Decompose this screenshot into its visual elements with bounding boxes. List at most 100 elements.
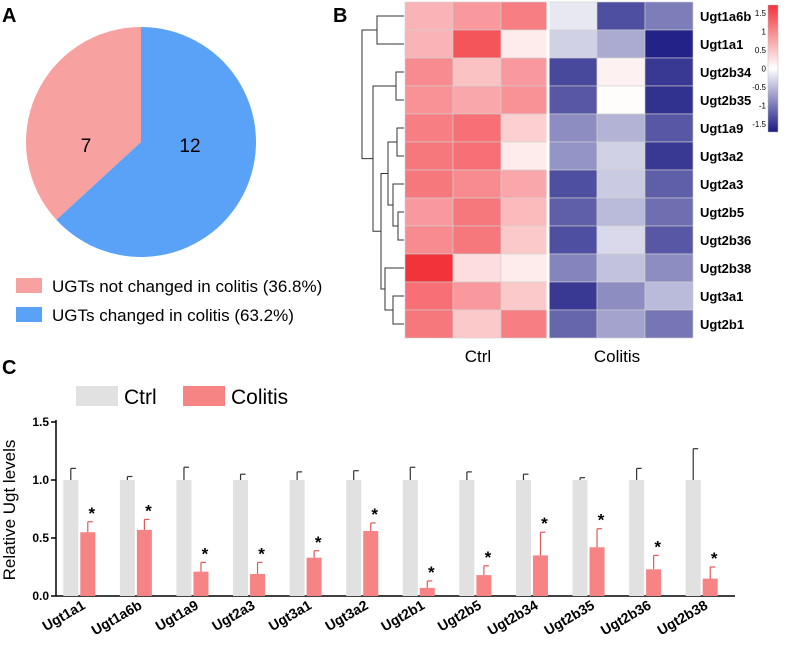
heatmap-cell bbox=[452, 141, 502, 171]
heatmap-cell bbox=[548, 85, 598, 115]
group-label-ctrl: Ctrl bbox=[465, 347, 491, 366]
colorbar: 1.5 1 0.5 0 -0.5 -1 -1.5 bbox=[752, 4, 779, 133]
heatmap-cell bbox=[644, 1, 694, 31]
heatmap-cell bbox=[404, 253, 454, 283]
significance-star: * bbox=[202, 544, 209, 563]
heatmap-cell bbox=[548, 113, 598, 143]
heatmap-cell bbox=[596, 113, 646, 143]
x-tick-label: Ugt3a1 bbox=[266, 597, 315, 634]
significance-star: * bbox=[598, 511, 605, 530]
heatmap-cell bbox=[404, 225, 454, 255]
heatmap-cell bbox=[548, 225, 598, 255]
panel-c: C Ctrl Colitis Relative Ugt levels 0.00.… bbox=[0, 357, 735, 638]
significance-star: * bbox=[88, 504, 95, 523]
colorbar-tick: -1.5 bbox=[752, 120, 766, 129]
x-tick-label: Ugt1a6b bbox=[89, 597, 145, 638]
significance-star: * bbox=[258, 544, 265, 563]
panel-a-letter: A bbox=[2, 5, 16, 27]
panel-b-letter: B bbox=[333, 5, 347, 27]
x-tick-label: Ugt2a3 bbox=[209, 597, 258, 634]
heatmap-cell bbox=[452, 1, 502, 31]
heatmap-row-label: Ugt2b35 bbox=[700, 93, 751, 108]
y-axis-label: Relative Ugt levels bbox=[0, 440, 19, 581]
y-tick-label: 0.5 bbox=[32, 531, 49, 545]
bar-ctrl bbox=[233, 480, 249, 596]
dendrogram-branch bbox=[395, 71, 404, 101]
heatmap-cell bbox=[404, 1, 454, 31]
heatmap-cell bbox=[404, 85, 454, 115]
dendrogram-branch bbox=[397, 211, 404, 241]
bar-colitis bbox=[646, 569, 662, 596]
bar-legend: Ctrl Colitis bbox=[76, 386, 288, 409]
heatmap-cell bbox=[644, 253, 694, 283]
heatmap-cell bbox=[548, 169, 598, 199]
pie-slice-1 bbox=[56, 27, 256, 257]
bar-colitis bbox=[136, 529, 152, 596]
significance-star: * bbox=[541, 514, 548, 533]
legend-swatch-ctrl bbox=[76, 386, 118, 406]
bar-colitis bbox=[250, 573, 266, 596]
significance-star: * bbox=[145, 501, 152, 520]
significance-star: * bbox=[654, 537, 661, 556]
heatmap-row-label: Ugt3a2 bbox=[700, 149, 743, 164]
bar-ctrl bbox=[119, 480, 135, 596]
heatmap-cell bbox=[500, 57, 550, 87]
heatmap-row-label: Ugt1a1 bbox=[700, 37, 743, 52]
heatmap-cell bbox=[548, 281, 598, 311]
heatmap-cell bbox=[500, 281, 550, 311]
heatmap-row-label: Ugt2b36 bbox=[700, 233, 751, 248]
heatmap-cell bbox=[404, 197, 454, 227]
heatmap-cell bbox=[500, 1, 550, 31]
x-tick-label: Ugt2b38 bbox=[654, 597, 710, 639]
dendrogram-branch bbox=[376, 15, 404, 45]
heatmap-row-label: Ugt2a3 bbox=[700, 177, 743, 192]
heatmap-cell bbox=[452, 169, 502, 199]
heatmap-cell bbox=[596, 57, 646, 87]
heatmap-cell bbox=[404, 169, 454, 199]
colorbar-gradient bbox=[767, 4, 779, 133]
heatmap-cell bbox=[452, 85, 502, 115]
y-tick-label: 1.0 bbox=[32, 473, 49, 487]
heatmap-cell bbox=[500, 225, 550, 255]
bar-colitis bbox=[80, 532, 96, 596]
x-tick-labels: Ugt1a1 Ugt1a6b Ugt1a9 Ugt2a3 Ugt3a1 Ugt3a2 Ugt… bbox=[39, 597, 710, 639]
heatmap-cell bbox=[548, 141, 598, 171]
heatmap-cell bbox=[500, 197, 550, 227]
colorbar-tick: 1 bbox=[762, 28, 767, 37]
heatmap-row-label: Ugt2b5 bbox=[700, 205, 744, 220]
x-tick-label: Ugt2b34 bbox=[485, 597, 541, 639]
heatmap-cell bbox=[500, 253, 550, 283]
heatmap-cell bbox=[452, 309, 502, 339]
heatmap-cell bbox=[404, 29, 454, 59]
heatmap-row-label: Ugt1a9 bbox=[700, 121, 743, 136]
heatmap-cell bbox=[452, 253, 502, 283]
heatmap-cell bbox=[548, 197, 598, 227]
pie-slice-0 bbox=[26, 27, 141, 220]
bar-ctrl bbox=[515, 480, 531, 596]
heatmap-cell bbox=[644, 169, 694, 199]
heatmap-cell bbox=[404, 141, 454, 171]
significance-star: * bbox=[485, 548, 492, 567]
heatmap-cell bbox=[596, 29, 646, 59]
heatmap-cell bbox=[452, 197, 502, 227]
heatmap-cell bbox=[644, 141, 694, 171]
dendrogram-branch bbox=[384, 267, 404, 311]
heatmap-cell bbox=[596, 253, 646, 283]
heatmap-cell bbox=[548, 1, 598, 31]
bar-colitis bbox=[589, 547, 605, 596]
pie-chart bbox=[26, 27, 256, 257]
heatmap-cell bbox=[644, 57, 694, 87]
dendrogram-branch bbox=[396, 127, 404, 157]
panel-c-letter: C bbox=[2, 357, 16, 379]
heatmap-cell bbox=[404, 309, 454, 339]
legend-label-ctrl: Ctrl bbox=[124, 386, 157, 409]
heatmap-cell bbox=[596, 141, 646, 171]
bar-ctrl bbox=[176, 480, 192, 596]
heatmap-row-label: Ugt2b38 bbox=[700, 261, 751, 276]
significance-star: * bbox=[428, 563, 435, 582]
heatmap-cell bbox=[596, 281, 646, 311]
heatmap-cells bbox=[404, 1, 694, 339]
dendrogram-branch bbox=[361, 29, 377, 160]
bar-colitis bbox=[702, 578, 718, 596]
